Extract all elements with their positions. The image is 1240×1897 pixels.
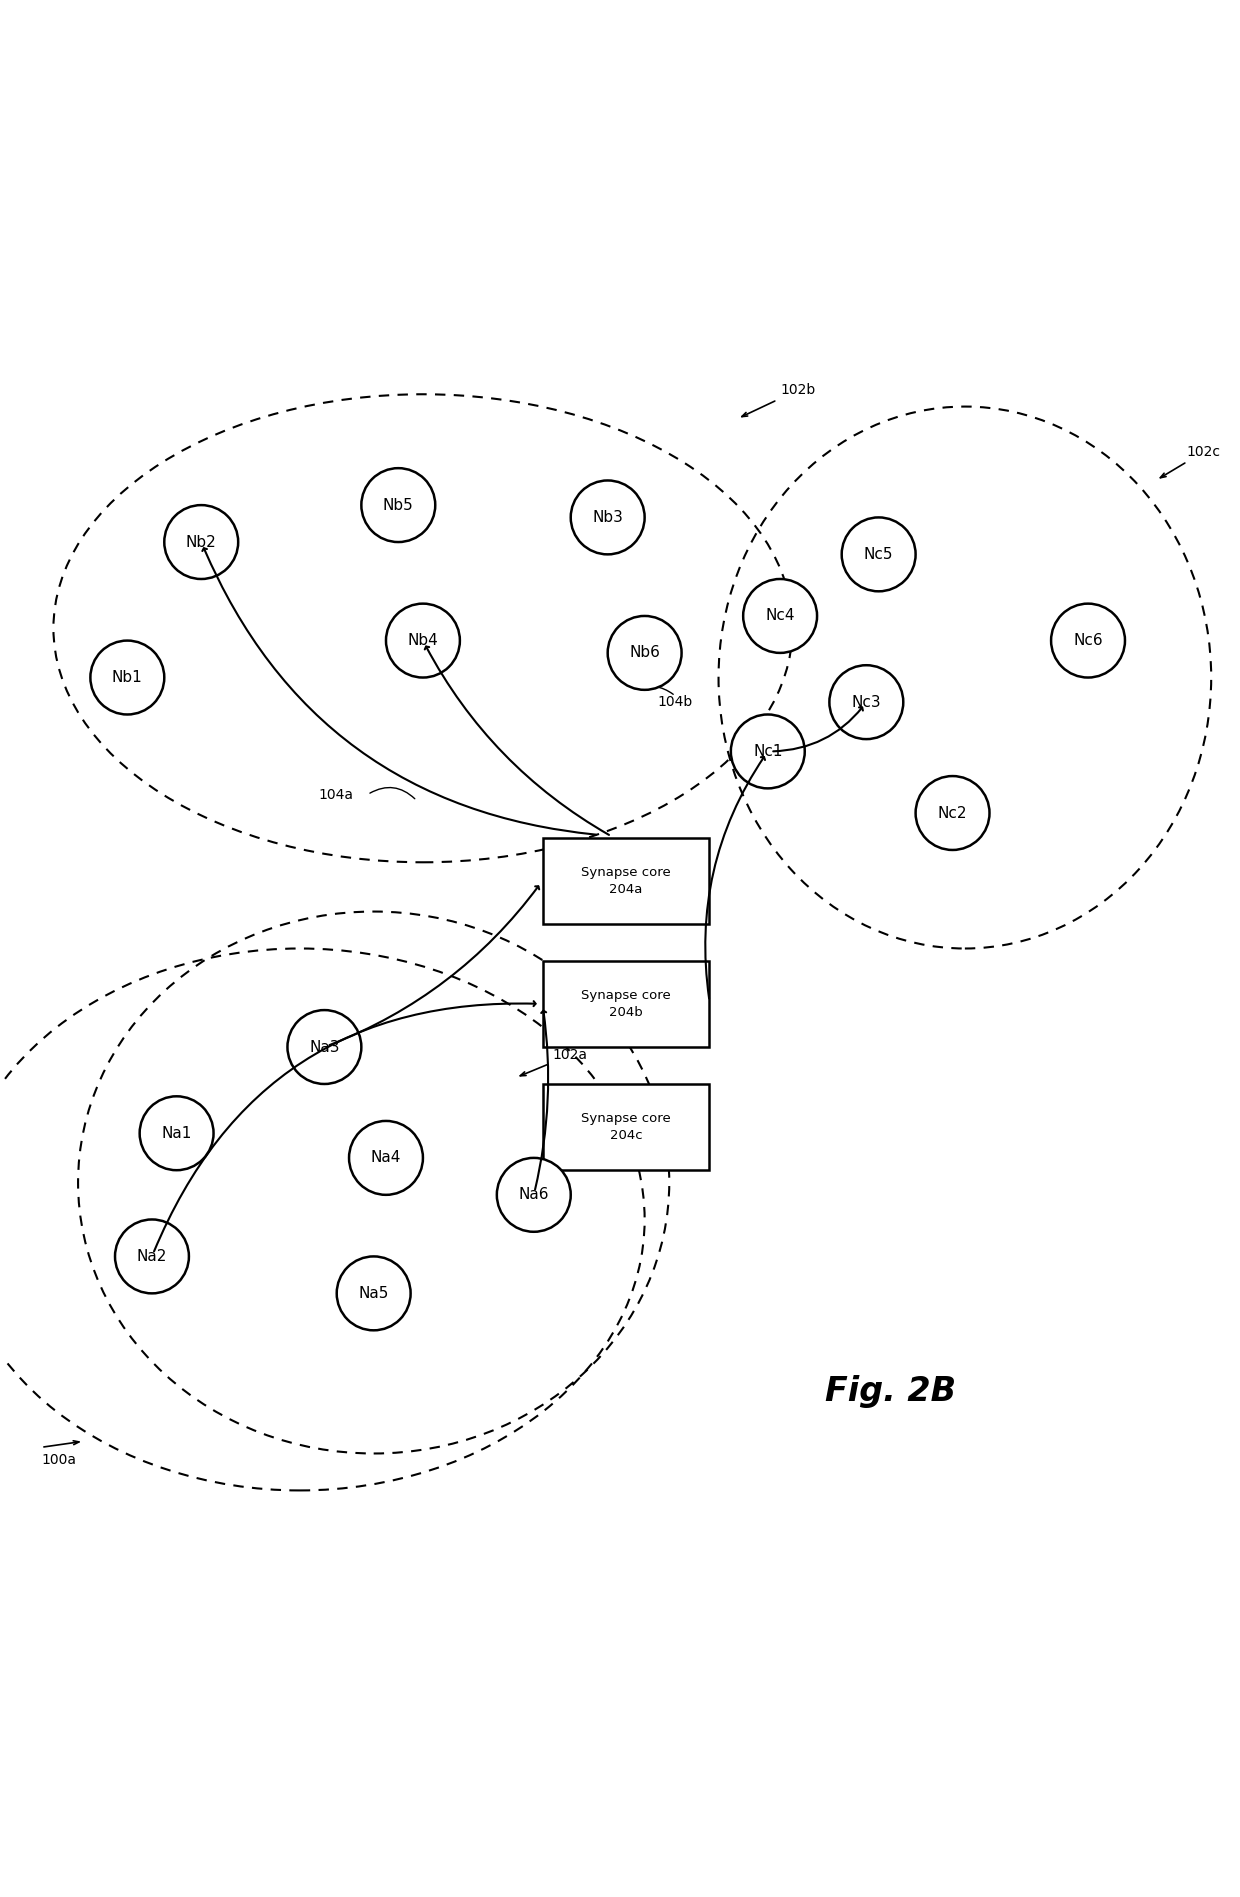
Circle shape: [386, 603, 460, 677]
Text: Nb3: Nb3: [593, 510, 624, 525]
Text: Nc1: Nc1: [753, 744, 782, 759]
FancyBboxPatch shape: [543, 838, 709, 924]
Circle shape: [115, 1220, 188, 1294]
Text: 104b: 104b: [657, 694, 692, 709]
FancyBboxPatch shape: [543, 1083, 709, 1170]
Circle shape: [570, 480, 645, 554]
FancyBboxPatch shape: [543, 960, 709, 1047]
Text: 104a: 104a: [319, 787, 353, 802]
Text: Na3: Na3: [309, 1040, 340, 1055]
Text: 102c: 102c: [1161, 444, 1220, 478]
Text: Nb2: Nb2: [186, 535, 217, 550]
Circle shape: [337, 1256, 410, 1330]
Text: Nb6: Nb6: [629, 645, 660, 660]
Circle shape: [91, 641, 164, 715]
Text: Nc2: Nc2: [937, 806, 967, 821]
Circle shape: [348, 1121, 423, 1195]
Text: Fig. 2B: Fig. 2B: [826, 1375, 956, 1408]
Text: Synapse core
204a: Synapse core 204a: [582, 865, 671, 895]
Circle shape: [1052, 603, 1125, 677]
Text: 100a: 100a: [41, 1453, 76, 1466]
Circle shape: [497, 1157, 570, 1231]
Circle shape: [915, 776, 990, 850]
Text: Nb4: Nb4: [408, 634, 438, 649]
Text: Nb5: Nb5: [383, 497, 414, 512]
Text: Na6: Na6: [518, 1188, 549, 1203]
Circle shape: [743, 579, 817, 653]
Text: Nc6: Nc6: [1074, 634, 1102, 649]
Text: Synapse core
204b: Synapse core 204b: [582, 988, 671, 1019]
Text: Na4: Na4: [371, 1150, 402, 1165]
Circle shape: [842, 518, 915, 592]
Text: Nc4: Nc4: [765, 609, 795, 624]
Circle shape: [608, 617, 682, 691]
Circle shape: [830, 666, 903, 740]
Circle shape: [361, 469, 435, 543]
Text: Synapse core
204c: Synapse core 204c: [582, 1112, 671, 1142]
Circle shape: [288, 1009, 361, 1083]
Circle shape: [140, 1096, 213, 1170]
Text: 102b: 102b: [742, 383, 816, 417]
Text: 102a: 102a: [521, 1049, 588, 1076]
Text: Nb1: Nb1: [112, 670, 143, 685]
Text: Nc3: Nc3: [852, 694, 882, 709]
Text: Na1: Na1: [161, 1125, 192, 1140]
Circle shape: [164, 505, 238, 579]
Text: Nc5: Nc5: [864, 546, 893, 562]
Circle shape: [730, 715, 805, 789]
Text: Na5: Na5: [358, 1286, 389, 1301]
Text: Na2: Na2: [136, 1248, 167, 1263]
